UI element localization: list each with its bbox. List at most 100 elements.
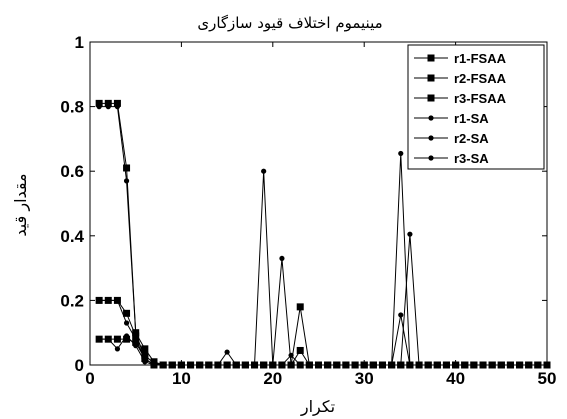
data-point: [151, 362, 157, 368]
data-point: [343, 362, 349, 368]
data-point: [123, 178, 130, 184]
data-point: [398, 362, 404, 368]
data-point: [379, 362, 386, 368]
data-point: [507, 362, 514, 368]
data-point: [169, 362, 175, 368]
series-r3-SA: [96, 297, 550, 368]
data-point: [141, 345, 149, 353]
data-point: [114, 104, 121, 110]
data-point: [544, 362, 550, 368]
data-point: [123, 335, 131, 343]
data-point: [279, 362, 285, 368]
legend-marker: [427, 94, 435, 102]
data-point: [279, 255, 285, 262]
data-point: [215, 362, 221, 368]
data-point: [105, 297, 111, 303]
series-r1-FSAA: [95, 296, 551, 369]
data-point: [160, 362, 166, 368]
legend-marker: [428, 135, 434, 141]
data-point: [96, 297, 102, 303]
data-point: [197, 362, 203, 368]
legend-label: r1-SA: [454, 111, 489, 126]
data-point: [352, 362, 358, 368]
data-point: [526, 362, 532, 368]
data-point: [123, 320, 130, 326]
data-point: [407, 231, 413, 237]
data-point: [113, 99, 121, 107]
legend-item: r2-FSAA: [414, 71, 507, 86]
data-point: [296, 303, 304, 311]
legend-label: r3-SA: [454, 151, 489, 166]
legend-label: r2-FSAA: [454, 71, 507, 86]
x-tick-label: 30: [355, 369, 374, 388]
data-point: [233, 362, 239, 368]
series-r1-SA: [96, 150, 550, 368]
data-point: [224, 349, 230, 355]
y-tick-label: 0: [75, 356, 84, 375]
data-point: [453, 362, 459, 368]
data-point: [133, 343, 139, 349]
data-point: [105, 336, 111, 342]
x-tick-label: 40: [446, 369, 465, 388]
legend-item: r1-FSAA: [414, 51, 507, 66]
data-point: [288, 362, 294, 368]
legend: r1-FSAA r2-FSAA r3-FSAA r1-SA r2-SA r3-SA: [407, 44, 545, 170]
data-point: [398, 150, 404, 157]
legend-marker: [428, 115, 434, 121]
y-tick-label: 0.8: [60, 98, 84, 117]
x-tick-label: 10: [172, 369, 191, 388]
data-point: [434, 362, 440, 368]
x-tick-label: 0: [85, 369, 94, 388]
x-tick-label: 50: [538, 369, 557, 388]
axis-ticks: 0 10 20 30 40 50 0 0.2 0.4 0.6 0.8 1: [60, 33, 556, 388]
data-point: [516, 362, 523, 368]
data-point: [297, 362, 303, 368]
data-point: [113, 335, 121, 343]
x-axis-label: تکرار: [300, 397, 335, 417]
data-point: [96, 104, 102, 110]
data-point: [95, 99, 103, 107]
legend-marker: [428, 155, 434, 161]
y-tick-label: 0.2: [60, 291, 84, 310]
data-point: [288, 352, 294, 358]
data-point: [242, 362, 248, 368]
y-tick-label: 0.6: [60, 162, 84, 181]
data-point: [334, 362, 340, 368]
series-line: [99, 299, 547, 366]
legend-label: r1-FSAA: [454, 51, 507, 66]
data-point: [142, 355, 148, 362]
series-line: [99, 153, 547, 366]
data-point: [462, 362, 468, 368]
y-axis-label: مقدار قید: [11, 173, 31, 236]
data-point: [489, 362, 495, 368]
series-line: [99, 306, 547, 366]
data-point: [104, 99, 112, 107]
data-point: [471, 362, 477, 368]
data-point: [270, 362, 276, 368]
data-point: [498, 362, 504, 368]
series-r2-FSAA: [95, 303, 551, 369]
data-point: [187, 362, 194, 368]
legend-item: r2-SA: [414, 131, 489, 146]
data-point: [315, 362, 322, 368]
data-point: [133, 330, 139, 336]
data-point: [296, 346, 304, 354]
data-point: [407, 362, 413, 368]
data-point: [389, 362, 395, 368]
x-tick-label: 20: [263, 369, 282, 388]
data-point: [150, 358, 158, 366]
data-point: [535, 362, 541, 368]
data-point: [325, 362, 331, 368]
series-line: [99, 299, 547, 366]
data-point: [443, 362, 450, 368]
data-point: [132, 338, 140, 346]
data-point: [425, 362, 431, 368]
data-point: [96, 336, 102, 342]
data-point: [370, 362, 376, 368]
data-point: [224, 362, 230, 368]
legend-marker: [427, 74, 435, 82]
data-point: [206, 362, 212, 368]
data-point: [178, 362, 184, 368]
data-point: [251, 362, 258, 368]
